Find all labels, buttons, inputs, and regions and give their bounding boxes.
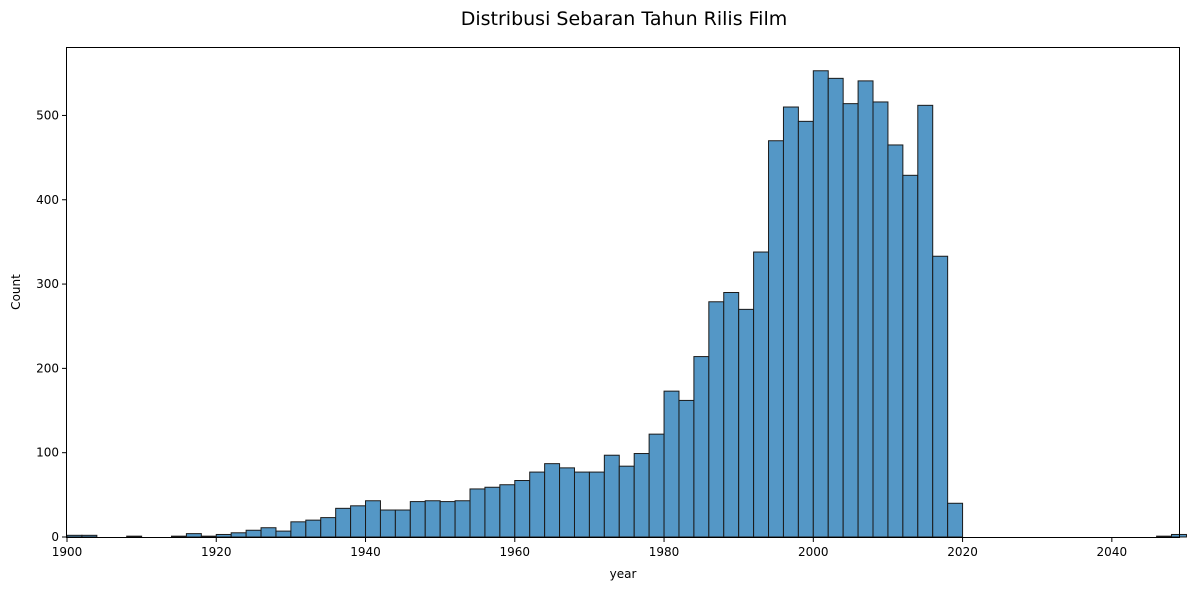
histogram-bar bbox=[409, 501, 426, 538]
histogram-bar bbox=[738, 308, 755, 538]
histogram-bar bbox=[842, 103, 859, 538]
x-tick-label: 1900 bbox=[52, 545, 83, 559]
histogram-bar bbox=[484, 486, 501, 538]
histogram-bar bbox=[887, 144, 904, 538]
histogram-bar bbox=[932, 255, 949, 538]
histogram-bar bbox=[454, 500, 471, 538]
histogram-bar bbox=[812, 70, 829, 538]
histogram-bar bbox=[66, 534, 83, 538]
histogram-bar bbox=[439, 501, 456, 538]
histogram-bar bbox=[305, 519, 322, 538]
histogram-bar bbox=[753, 251, 770, 538]
x-tick-label: 2000 bbox=[798, 545, 829, 559]
histogram-bar bbox=[573, 471, 590, 538]
histogram-bar bbox=[872, 101, 889, 538]
histogram-bar bbox=[245, 529, 262, 538]
histogram-bar bbox=[469, 488, 486, 538]
histogram-bar bbox=[768, 140, 784, 538]
plot-frame bbox=[66, 47, 1180, 538]
histogram-bar bbox=[529, 471, 546, 538]
histogram-bar bbox=[379, 509, 396, 538]
histogram-bar bbox=[1156, 535, 1173, 538]
histogram-bar bbox=[663, 390, 680, 538]
histogram-bar bbox=[320, 517, 337, 538]
x-tick-label: 1920 bbox=[201, 545, 232, 559]
histogram-bar bbox=[394, 509, 411, 538]
x-tick-label: 1960 bbox=[500, 545, 531, 559]
histogram-bar bbox=[200, 535, 217, 538]
histogram-bar bbox=[917, 104, 934, 538]
histogram-bar bbox=[126, 535, 143, 538]
y-tick-label: 100 bbox=[36, 446, 59, 460]
x-axis-label: year bbox=[610, 567, 637, 581]
histogram-bar bbox=[350, 505, 367, 538]
histogram-bar bbox=[170, 535, 187, 538]
x-tick-label: 1980 bbox=[649, 545, 680, 559]
histogram-bar bbox=[424, 500, 441, 538]
x-axis-ticks: 1900 1920 1940 1960 1980 2000 2020 2040 bbox=[52, 537, 1127, 559]
y-axis-label: Count bbox=[9, 274, 23, 310]
histogram-bar bbox=[365, 500, 381, 538]
y-tick-label: 300 bbox=[36, 277, 59, 291]
histogram-bar bbox=[514, 480, 531, 538]
histogram-bar bbox=[603, 454, 620, 538]
histogram-bar bbox=[81, 534, 98, 538]
histogram-bar bbox=[230, 532, 247, 538]
histogram-bar bbox=[708, 301, 725, 538]
histogram-bar bbox=[618, 465, 635, 538]
x-tick-label: 2020 bbox=[947, 545, 978, 559]
histogram-bar bbox=[947, 502, 964, 538]
histogram-bar bbox=[260, 527, 277, 538]
x-tick-label: 2040 bbox=[1097, 545, 1128, 559]
histogram-bar bbox=[544, 463, 561, 538]
bars-group bbox=[66, 70, 1187, 538]
histogram-bar bbox=[559, 467, 575, 538]
histogram-bar bbox=[678, 399, 695, 538]
histogram-bar bbox=[902, 174, 919, 538]
histogram-bar bbox=[797, 120, 814, 538]
histogram-bar bbox=[857, 80, 874, 538]
y-tick-label: 500 bbox=[36, 108, 59, 122]
histogram-bar bbox=[588, 471, 605, 538]
chart-title: Distribusi Sebaran Tahun Rilis Film bbox=[461, 8, 788, 30]
x-tick-label: 1940 bbox=[350, 545, 381, 559]
histogram-bar bbox=[827, 77, 844, 538]
histogram-bar bbox=[723, 292, 740, 538]
histogram-bar bbox=[782, 106, 799, 538]
histogram-bar bbox=[499, 484, 516, 538]
y-tick-label: 0 bbox=[51, 530, 59, 544]
y-axis-ticks: 0 100 200 300 400 500 bbox=[36, 108, 67, 544]
histogram-bar bbox=[693, 356, 710, 538]
histogram-bar bbox=[648, 433, 665, 538]
histogram-bar bbox=[185, 533, 202, 538]
y-tick-label: 400 bbox=[36, 193, 59, 207]
histogram-bar bbox=[633, 453, 650, 538]
y-tick-label: 200 bbox=[36, 361, 59, 375]
histogram-bar bbox=[215, 533, 232, 538]
histogram-bar bbox=[335, 507, 352, 538]
histogram-bar bbox=[290, 521, 307, 538]
histogram-bar bbox=[275, 530, 292, 538]
